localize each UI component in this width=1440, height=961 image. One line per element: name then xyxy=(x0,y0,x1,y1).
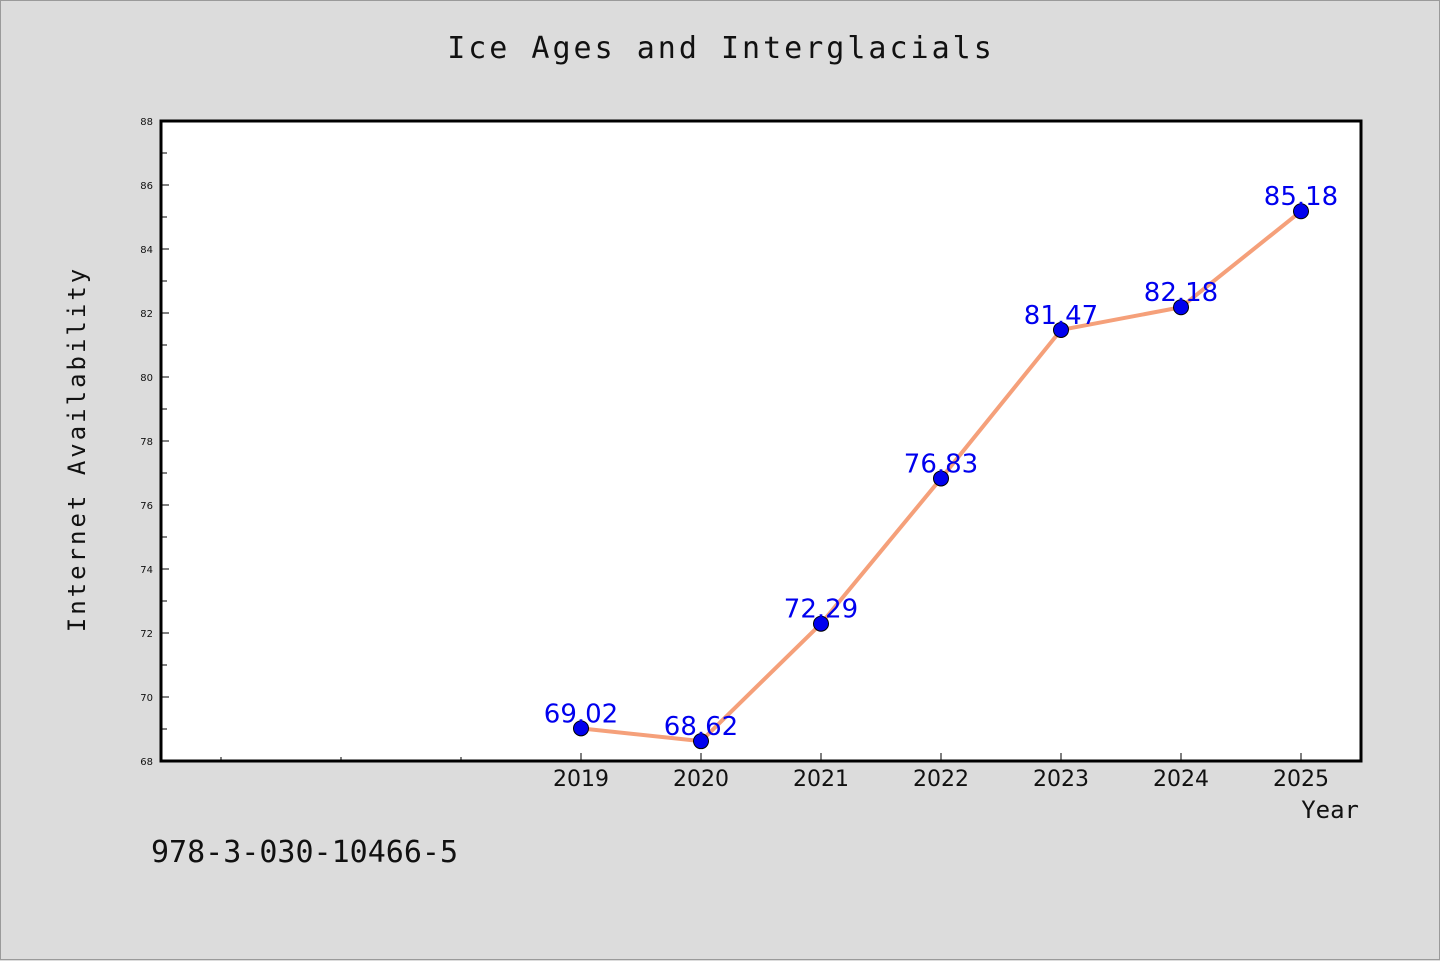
data-point xyxy=(813,615,829,632)
plot-frame xyxy=(159,119,1363,763)
y-tick-label: 72 xyxy=(140,629,153,640)
x-tick-label: 2023 xyxy=(1033,767,1089,792)
data-label: 72.29 xyxy=(784,595,858,625)
y-tick-label: 70 xyxy=(140,693,153,704)
data-label: 82.18 xyxy=(1144,278,1218,308)
y-tick-label: 82 xyxy=(140,309,153,320)
isbn-annotation: 978-3-030-10466-5 xyxy=(151,835,459,870)
chart-title: Ice Ages and Interglacials xyxy=(447,31,995,66)
y-tick-label: 84 xyxy=(140,245,153,256)
data-label: 85.18 xyxy=(1264,182,1338,212)
x-tick-label: 2024 xyxy=(1153,767,1209,792)
x-tick-label: 2021 xyxy=(793,767,849,792)
data-label: 76.83 xyxy=(904,449,978,479)
data-point xyxy=(1053,321,1069,338)
data-point xyxy=(573,720,589,737)
y-tick-label: 78 xyxy=(140,437,153,448)
y-tick-label: 88 xyxy=(140,117,153,128)
x-tick-label: 2020 xyxy=(673,767,729,792)
y-tick-label: 80 xyxy=(140,373,153,384)
x-tick-label: 2025 xyxy=(1273,767,1329,792)
y-tick-label: 74 xyxy=(140,565,153,576)
data-label: 69.02 xyxy=(544,699,618,729)
y-tick-label: 68 xyxy=(140,757,153,768)
data-point xyxy=(1293,203,1309,220)
x-axis-title: Year xyxy=(1301,796,1359,824)
data-point xyxy=(933,470,949,487)
y-tick-label: 76 xyxy=(140,501,153,512)
x-tick-label: 2022 xyxy=(913,767,969,792)
x-tick-label: 2019 xyxy=(553,767,609,792)
data-label: 81.47 xyxy=(1024,301,1098,331)
data-point xyxy=(1173,299,1189,316)
data-point xyxy=(693,733,709,750)
y-tick-label: 86 xyxy=(140,181,153,192)
data-label: 68.62 xyxy=(664,712,738,742)
